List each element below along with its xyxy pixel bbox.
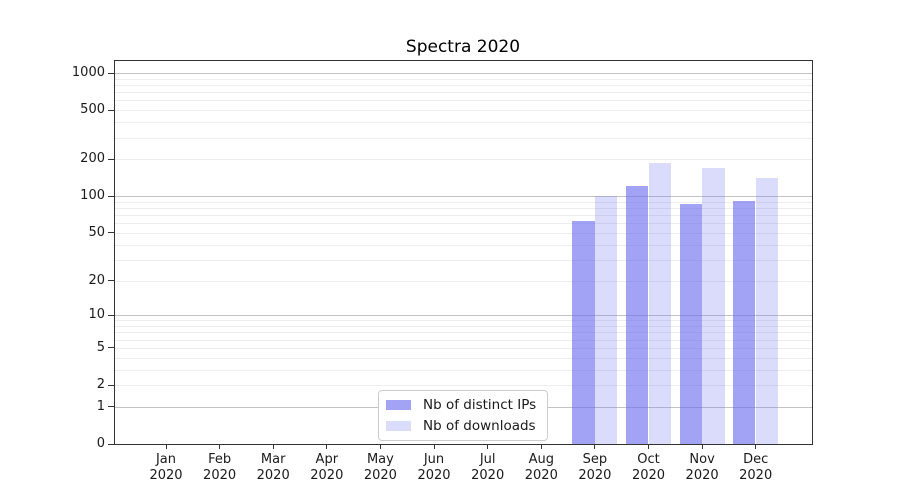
x-tick-mark [326, 444, 328, 449]
x-tick-label: Sep 2020 [578, 452, 612, 483]
x-tick-label: Oct 2020 [631, 452, 666, 483]
x-tick-mark [487, 444, 489, 449]
minor-gridline [114, 339, 812, 341]
minor-gridline [114, 78, 812, 80]
y-tick-mark [107, 232, 114, 234]
legend-label-distinct-ips: Nb of distinct IPs [423, 397, 537, 413]
minor-gridline [114, 357, 812, 359]
bar-downloads [702, 167, 725, 444]
y-tick-label: 2 [96, 377, 105, 392]
y-tick-label: 1000 [71, 65, 105, 80]
x-tick-mark [433, 444, 435, 449]
minor-gridline [114, 280, 812, 282]
x-tick-mark [594, 444, 596, 449]
legend-item-distinct-ips: Nb of distinct IPs [386, 397, 536, 413]
x-tick-mark [701, 444, 703, 449]
minor-gridline [114, 244, 812, 246]
y-tick-label: 10 [88, 307, 105, 323]
x-tick-mark [272, 444, 274, 449]
y-tick-mark [107, 443, 114, 445]
minor-gridline [114, 100, 812, 102]
minor-gridline [114, 369, 812, 371]
minor-gridline [114, 92, 812, 94]
bar-distinct-ips [572, 220, 595, 444]
bar-distinct-ips [679, 203, 702, 444]
legend-item-downloads: Nb of downloads [386, 418, 536, 434]
bar-downloads [595, 196, 618, 444]
minor-gridline [114, 347, 812, 349]
x-tick-mark [219, 444, 221, 449]
x-tick-mark [165, 444, 167, 449]
x-tick-label: Jul 2020 [471, 452, 505, 483]
minor-gridline [114, 215, 812, 217]
y-tick-label: 500 [80, 102, 105, 118]
y-tick-label: 20 [88, 272, 105, 288]
minor-gridline [114, 201, 812, 203]
x-tick-label: Feb 2020 [203, 452, 237, 483]
minor-gridline [114, 326, 812, 327]
x-tick-label: May 2020 [363, 452, 397, 483]
y-tick-mark [107, 314, 114, 316]
bar-downloads [648, 162, 671, 444]
legend-label-downloads: Nb of downloads [423, 418, 536, 434]
y-tick-label: 200 [80, 151, 105, 167]
legend: Nb of distinct IPs Nb of downloads [378, 390, 549, 441]
y-tick-label: 1 [96, 398, 105, 414]
x-tick-label: Aug 2020 [524, 452, 558, 483]
plot-area [113, 60, 813, 445]
y-tick-mark [107, 72, 114, 74]
x-tick-label: Nov 2020 [685, 452, 719, 483]
minor-gridline [114, 110, 812, 112]
major-gridline [114, 73, 812, 74]
minor-gridline [114, 223, 812, 225]
minor-gridline [114, 320, 812, 322]
x-tick-label: Jan 2020 [149, 452, 183, 483]
y-tick-mark [107, 158, 114, 160]
minor-gridline [114, 385, 812, 386]
minor-gridline [114, 84, 812, 86]
minor-gridline [114, 122, 812, 124]
x-tick-label: Dec 2020 [739, 452, 773, 483]
minor-gridline [114, 232, 812, 234]
x-tick-mark [379, 444, 381, 449]
x-tick-mark [540, 444, 542, 449]
legend-swatch-distinct-ips [386, 400, 411, 410]
minor-gridline [114, 137, 812, 139]
chart-title: Spectra 2020 [405, 37, 521, 57]
x-tick-label: Apr 2020 [310, 452, 344, 483]
minor-gridline [114, 332, 812, 334]
y-tick-mark [107, 109, 114, 111]
y-tick-mark [107, 347, 114, 349]
bar-downloads [755, 178, 779, 444]
major-gridline [114, 196, 812, 198]
minor-gridline [114, 159, 812, 161]
y-tick-mark [107, 406, 114, 408]
minor-gridline [114, 208, 812, 209]
y-tick-label: 5 [96, 339, 105, 355]
y-tick-label: 0 [96, 436, 105, 451]
y-tick-mark [107, 384, 114, 386]
major-gridline [114, 315, 812, 317]
x-tick-mark [648, 444, 649, 449]
y-tick-label: 100 [80, 188, 105, 204]
bar-distinct-ips [626, 186, 649, 444]
x-tick-mark [755, 444, 757, 449]
x-tick-label: Mar 2020 [256, 452, 290, 483]
minor-gridline [114, 259, 812, 261]
bar-distinct-ips [733, 201, 756, 444]
legend-swatch-downloads [386, 421, 411, 431]
y-tick-label: 50 [88, 224, 105, 240]
y-tick-mark [107, 195, 114, 197]
x-tick-label: Jun 2020 [417, 452, 451, 483]
y-tick-mark [107, 280, 114, 281]
